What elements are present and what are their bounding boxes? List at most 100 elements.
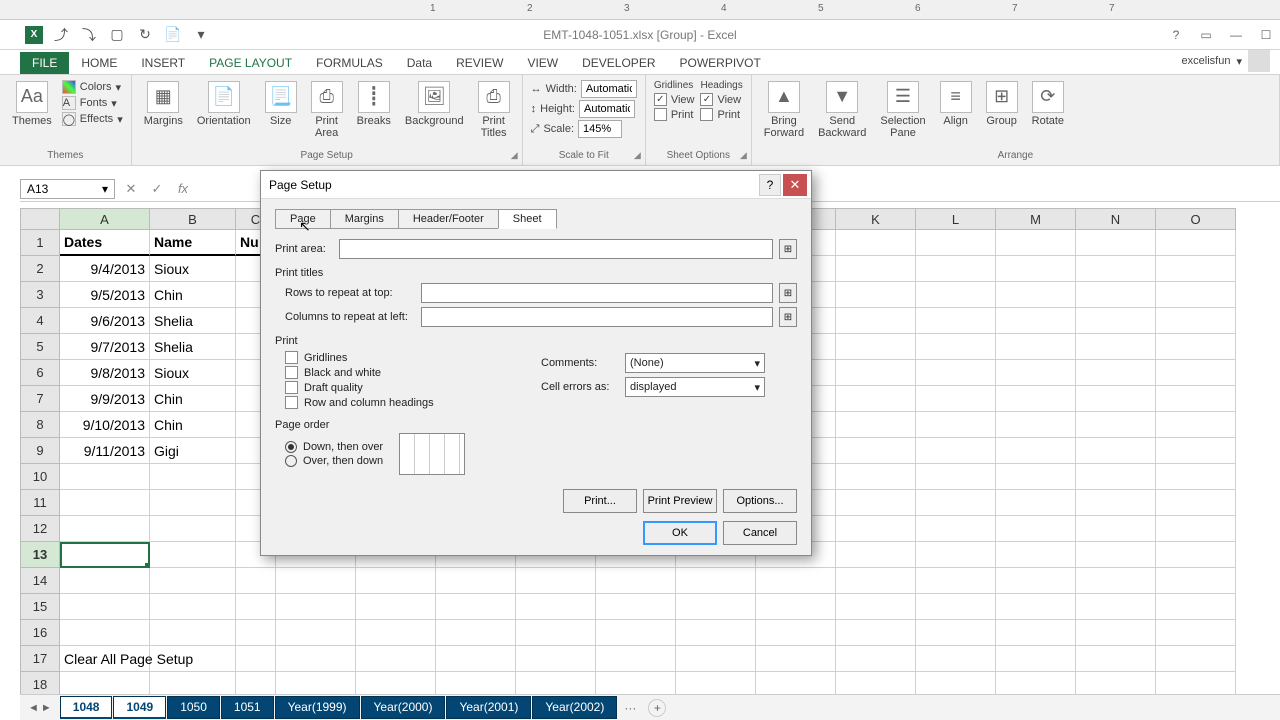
- cell[interactable]: [836, 620, 916, 646]
- cell[interactable]: [356, 594, 436, 620]
- cell[interactable]: [60, 542, 150, 568]
- sheet-tab[interactable]: Year(2001): [446, 696, 531, 719]
- cell[interactable]: [1156, 516, 1236, 542]
- help-icon[interactable]: ?: [1162, 24, 1190, 46]
- cell[interactable]: [1076, 438, 1156, 464]
- height-input[interactable]: [579, 100, 635, 118]
- qat-icon[interactable]: ▢: [107, 25, 127, 45]
- qat-icon[interactable]: ⤴: [51, 25, 71, 45]
- cell[interactable]: [1076, 334, 1156, 360]
- cell[interactable]: [1156, 568, 1236, 594]
- row-header[interactable]: 12: [20, 516, 60, 542]
- cell[interactable]: [1156, 594, 1236, 620]
- cell[interactable]: [916, 282, 996, 308]
- cell[interactable]: [1156, 646, 1236, 672]
- qat-dropdown-icon[interactable]: ▾: [191, 25, 211, 45]
- cell[interactable]: [916, 490, 996, 516]
- cell[interactable]: [60, 490, 150, 516]
- cell[interactable]: [150, 568, 236, 594]
- print-button[interactable]: Print...: [563, 489, 637, 513]
- print-preview-button[interactable]: Print Preview: [643, 489, 717, 513]
- row-header[interactable]: 2: [20, 256, 60, 282]
- cell[interactable]: [60, 464, 150, 490]
- cell[interactable]: [356, 672, 436, 694]
- cell[interactable]: 9/6/2013: [60, 308, 150, 334]
- cell[interactable]: 9/10/2013: [60, 412, 150, 438]
- fx-icon[interactable]: fx: [173, 179, 193, 199]
- width-input[interactable]: [581, 80, 637, 98]
- dialog-launcher-icon[interactable]: ◢: [511, 150, 518, 161]
- cell[interactable]: [836, 360, 916, 386]
- cell[interactable]: Gigi: [150, 438, 236, 464]
- cell[interactable]: [756, 568, 836, 594]
- draft-quality-checkbox[interactable]: [285, 381, 298, 394]
- dialog-help-icon[interactable]: ?: [759, 174, 781, 196]
- cell[interactable]: [996, 282, 1076, 308]
- cell[interactable]: [996, 360, 1076, 386]
- row-header[interactable]: 8: [20, 412, 60, 438]
- cell[interactable]: 9/9/2013: [60, 386, 150, 412]
- row-header[interactable]: 9: [20, 438, 60, 464]
- cell[interactable]: [516, 646, 596, 672]
- scale-input[interactable]: [578, 120, 622, 138]
- print-headings-checkbox[interactable]: [700, 108, 713, 121]
- effects-button[interactable]: ◯Effects ▾: [62, 111, 123, 127]
- cell[interactable]: [1076, 568, 1156, 594]
- account-name[interactable]: excelisfun ▾: [1182, 50, 1270, 72]
- cell[interactable]: [60, 568, 150, 594]
- row-header[interactable]: 16: [20, 620, 60, 646]
- sheet-tab[interactable]: 1050: [167, 696, 220, 719]
- cell[interactable]: [150, 672, 236, 694]
- row-header[interactable]: 14: [20, 568, 60, 594]
- comments-select[interactable]: (None)▾: [625, 353, 765, 373]
- column-header[interactable]: B: [150, 208, 236, 230]
- view-gridlines-checkbox[interactable]: ✓: [654, 93, 667, 106]
- cell[interactable]: [1156, 542, 1236, 568]
- cell[interactable]: [236, 568, 276, 594]
- cell[interactable]: [916, 542, 996, 568]
- cell[interactable]: [996, 334, 1076, 360]
- cell[interactable]: [150, 594, 236, 620]
- cell[interactable]: [276, 594, 356, 620]
- column-header[interactable]: O: [1156, 208, 1236, 230]
- row-header[interactable]: 15: [20, 594, 60, 620]
- cell[interactable]: [596, 568, 676, 594]
- range-select-icon[interactable]: ⊞: [779, 239, 797, 259]
- align-button[interactable]: ≡Align: [936, 79, 976, 129]
- cell[interactable]: [996, 256, 1076, 282]
- group-button[interactable]: ⊞Group: [982, 79, 1022, 129]
- cell[interactable]: [436, 568, 516, 594]
- cell[interactable]: [996, 412, 1076, 438]
- cell[interactable]: [916, 464, 996, 490]
- cell-errors-select[interactable]: displayed▾: [625, 377, 765, 397]
- row-header[interactable]: 6: [20, 360, 60, 386]
- cell[interactable]: 9/8/2013: [60, 360, 150, 386]
- sheet-tab[interactable]: Year(1999): [275, 696, 360, 719]
- cell[interactable]: [756, 620, 836, 646]
- cell[interactable]: [1156, 360, 1236, 386]
- margins-button[interactable]: ▦Margins: [140, 79, 187, 129]
- column-header[interactable]: K: [836, 208, 916, 230]
- cell[interactable]: [916, 646, 996, 672]
- cell[interactable]: [1076, 256, 1156, 282]
- qat-icon[interactable]: 📄: [163, 25, 183, 45]
- view-headings-checkbox[interactable]: ✓: [700, 93, 713, 106]
- cell[interactable]: [1076, 308, 1156, 334]
- cell[interactable]: [756, 646, 836, 672]
- cell[interactable]: [916, 308, 996, 334]
- row-header[interactable]: 17: [20, 646, 60, 672]
- row-header[interactable]: 4: [20, 308, 60, 334]
- cell[interactable]: [996, 620, 1076, 646]
- dialog-tab-header-footer[interactable]: Header/Footer: [398, 209, 499, 229]
- row-header[interactable]: 18: [20, 672, 60, 694]
- cell[interactable]: [60, 594, 150, 620]
- cell[interactable]: Sioux: [150, 360, 236, 386]
- new-sheet-button[interactable]: +: [648, 699, 666, 717]
- row-header[interactable]: 1: [20, 230, 60, 256]
- themes-button[interactable]: AaThemes: [8, 79, 56, 129]
- cell[interactable]: [516, 672, 596, 694]
- cell[interactable]: [836, 386, 916, 412]
- down-then-over-radio[interactable]: [285, 441, 297, 453]
- cell[interactable]: [1156, 412, 1236, 438]
- cell[interactable]: [236, 672, 276, 694]
